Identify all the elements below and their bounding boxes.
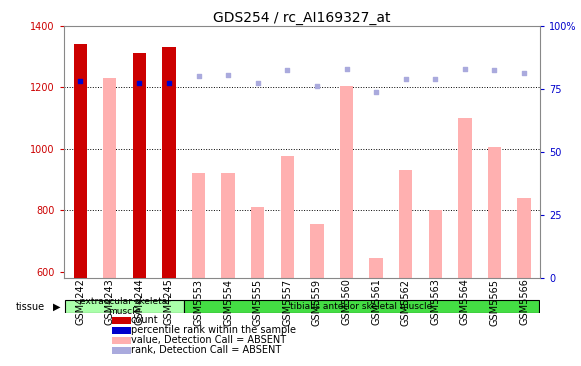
Bar bbox=[251, 207, 264, 278]
Bar bbox=[192, 173, 205, 278]
Text: GSM5563: GSM5563 bbox=[431, 279, 440, 325]
Text: GSM5561: GSM5561 bbox=[371, 279, 381, 325]
Title: GDS254 / rc_AI169327_at: GDS254 / rc_AI169327_at bbox=[213, 11, 391, 25]
Text: GSM5559: GSM5559 bbox=[312, 279, 322, 325]
Bar bbox=[370, 258, 383, 278]
Bar bbox=[162, 47, 175, 278]
Bar bbox=[310, 224, 324, 278]
Text: GSM5554: GSM5554 bbox=[223, 279, 233, 325]
Text: GSM5555: GSM5555 bbox=[253, 279, 263, 326]
Point bbox=[283, 67, 292, 73]
Bar bbox=[429, 210, 442, 278]
Point bbox=[342, 66, 351, 72]
Point bbox=[224, 72, 233, 78]
Point bbox=[135, 80, 144, 86]
Text: value, Detection Call = ABSENT: value, Detection Call = ABSENT bbox=[131, 335, 286, 345]
Text: GSM4244: GSM4244 bbox=[134, 279, 144, 325]
Text: count: count bbox=[131, 315, 158, 325]
Point bbox=[431, 76, 440, 82]
Text: GSM4243: GSM4243 bbox=[105, 279, 115, 325]
Bar bbox=[518, 198, 530, 278]
Point bbox=[164, 80, 174, 86]
Text: tibialis anterior skeletal muscle: tibialis anterior skeletal muscle bbox=[290, 302, 432, 311]
Point bbox=[519, 70, 529, 76]
Text: GSM5566: GSM5566 bbox=[519, 279, 529, 325]
Bar bbox=[184, 300, 539, 313]
Point bbox=[490, 67, 499, 73]
Point bbox=[312, 83, 321, 89]
Point bbox=[401, 76, 410, 82]
Text: tissue: tissue bbox=[16, 302, 45, 312]
Text: percentile rank within the sample: percentile rank within the sample bbox=[131, 325, 296, 335]
Text: rank, Detection Call = ABSENT: rank, Detection Call = ABSENT bbox=[131, 345, 281, 355]
Bar bbox=[74, 44, 87, 278]
Text: ▶: ▶ bbox=[53, 302, 60, 312]
Bar bbox=[66, 300, 184, 313]
Text: GSM5557: GSM5557 bbox=[282, 279, 292, 326]
Text: GSM4245: GSM4245 bbox=[164, 279, 174, 325]
Point bbox=[194, 74, 203, 79]
Bar bbox=[281, 156, 294, 278]
Bar bbox=[132, 53, 146, 278]
Text: GSM5553: GSM5553 bbox=[193, 279, 203, 325]
Point bbox=[76, 78, 85, 84]
Text: GSM5560: GSM5560 bbox=[342, 279, 352, 325]
Bar bbox=[112, 337, 131, 344]
Bar bbox=[112, 317, 131, 324]
Text: GSM5562: GSM5562 bbox=[401, 279, 411, 325]
Bar bbox=[399, 170, 413, 278]
Point bbox=[253, 80, 263, 86]
Bar bbox=[221, 173, 235, 278]
Point bbox=[460, 66, 469, 72]
Bar bbox=[340, 86, 353, 278]
Bar bbox=[103, 78, 116, 278]
Bar bbox=[458, 118, 472, 278]
Text: extraocular skeletal
muscle: extraocular skeletal muscle bbox=[80, 297, 170, 317]
Text: GSM4242: GSM4242 bbox=[75, 279, 85, 325]
Text: GSM5564: GSM5564 bbox=[460, 279, 470, 325]
Bar bbox=[112, 347, 131, 354]
Bar bbox=[112, 327, 131, 334]
Text: GSM5565: GSM5565 bbox=[489, 279, 500, 325]
Bar bbox=[488, 147, 501, 278]
Point bbox=[371, 89, 381, 95]
